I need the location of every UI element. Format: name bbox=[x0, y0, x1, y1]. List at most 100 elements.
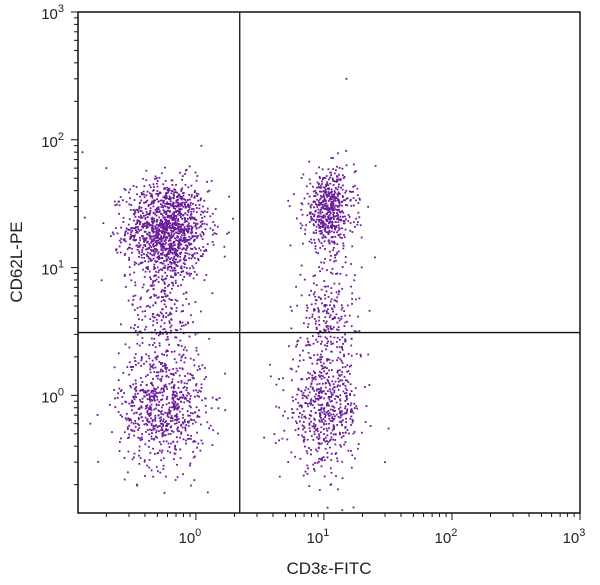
data-point bbox=[206, 207, 209, 210]
data-point bbox=[179, 322, 182, 324]
data-point bbox=[135, 229, 137, 232]
data-point bbox=[336, 346, 338, 349]
data-point bbox=[323, 309, 326, 312]
data-point bbox=[288, 205, 291, 207]
data-point bbox=[287, 199, 290, 202]
data-point bbox=[131, 401, 133, 403]
data-point bbox=[186, 420, 189, 423]
data-point bbox=[150, 407, 152, 410]
data-point bbox=[127, 428, 129, 430]
data-point bbox=[186, 394, 188, 397]
data-point bbox=[184, 429, 187, 432]
data-point bbox=[321, 391, 324, 393]
data-point bbox=[160, 252, 163, 255]
data-point bbox=[133, 398, 136, 401]
data-point bbox=[311, 376, 314, 379]
data-point bbox=[327, 325, 330, 328]
data-point bbox=[201, 231, 203, 233]
data-point bbox=[124, 234, 126, 237]
data-point bbox=[138, 463, 141, 465]
data-point bbox=[141, 286, 144, 289]
data-point bbox=[190, 227, 193, 230]
data-point bbox=[190, 184, 193, 187]
data-point bbox=[174, 237, 176, 240]
data-point bbox=[184, 375, 186, 377]
data-point bbox=[167, 314, 170, 317]
data-point bbox=[154, 225, 156, 228]
data-point bbox=[172, 374, 175, 376]
data-point bbox=[172, 234, 175, 237]
data-point bbox=[318, 419, 321, 422]
data-point bbox=[313, 419, 316, 421]
data-point bbox=[153, 395, 156, 397]
data-point bbox=[339, 384, 341, 387]
data-point bbox=[129, 238, 131, 240]
data-point bbox=[304, 228, 307, 231]
data-point bbox=[153, 371, 156, 373]
data-point bbox=[315, 448, 317, 451]
data-point bbox=[194, 440, 197, 443]
data-point bbox=[169, 372, 172, 375]
data-point bbox=[199, 368, 201, 370]
data-point bbox=[154, 208, 157, 211]
data-point bbox=[332, 424, 335, 427]
data-point bbox=[201, 220, 204, 223]
data-point bbox=[317, 438, 320, 440]
data-point bbox=[130, 231, 133, 234]
data-point bbox=[311, 217, 314, 220]
data-point bbox=[146, 429, 149, 431]
data-point bbox=[336, 300, 338, 303]
data-point bbox=[148, 393, 151, 396]
data-point bbox=[345, 395, 347, 398]
data-point bbox=[168, 320, 171, 323]
data-point bbox=[318, 240, 321, 243]
data-point bbox=[120, 389, 123, 391]
data-point bbox=[337, 195, 339, 197]
data-point bbox=[197, 258, 200, 260]
data-point bbox=[331, 224, 334, 227]
data-point bbox=[319, 409, 321, 411]
data-point bbox=[127, 246, 130, 249]
data-point bbox=[165, 338, 168, 341]
data-point bbox=[178, 240, 181, 243]
data-point bbox=[294, 429, 297, 432]
data-point bbox=[180, 243, 183, 246]
data-point bbox=[140, 412, 143, 415]
data-point bbox=[172, 276, 174, 279]
data-point bbox=[319, 404, 322, 407]
data-point bbox=[161, 394, 164, 397]
data-point bbox=[195, 262, 198, 265]
data-point bbox=[176, 403, 179, 406]
data-point bbox=[144, 310, 146, 312]
data-point bbox=[133, 271, 136, 274]
data-point bbox=[324, 344, 326, 347]
data-point bbox=[154, 366, 157, 369]
data-point bbox=[331, 236, 334, 238]
data-point bbox=[335, 313, 338, 316]
data-point bbox=[195, 232, 197, 234]
data-point bbox=[162, 246, 165, 248]
data-point bbox=[318, 175, 321, 178]
data-point bbox=[334, 433, 337, 436]
data-point bbox=[309, 344, 312, 347]
data-point bbox=[170, 324, 173, 327]
data-point bbox=[323, 475, 326, 478]
data-point bbox=[183, 234, 186, 237]
data-point bbox=[341, 336, 344, 339]
data-point bbox=[309, 205, 312, 207]
data-point bbox=[151, 218, 154, 221]
data-point bbox=[143, 185, 146, 187]
data-point bbox=[346, 408, 349, 411]
data-point bbox=[311, 335, 314, 337]
data-point bbox=[322, 375, 324, 378]
data-point bbox=[329, 198, 332, 201]
data-point bbox=[166, 388, 168, 390]
data-point bbox=[116, 251, 119, 254]
data-point bbox=[139, 195, 141, 198]
data-point bbox=[164, 295, 167, 298]
data-point bbox=[175, 211, 177, 213]
data-point bbox=[302, 349, 304, 352]
data-point bbox=[162, 440, 165, 443]
data-point bbox=[194, 333, 197, 336]
